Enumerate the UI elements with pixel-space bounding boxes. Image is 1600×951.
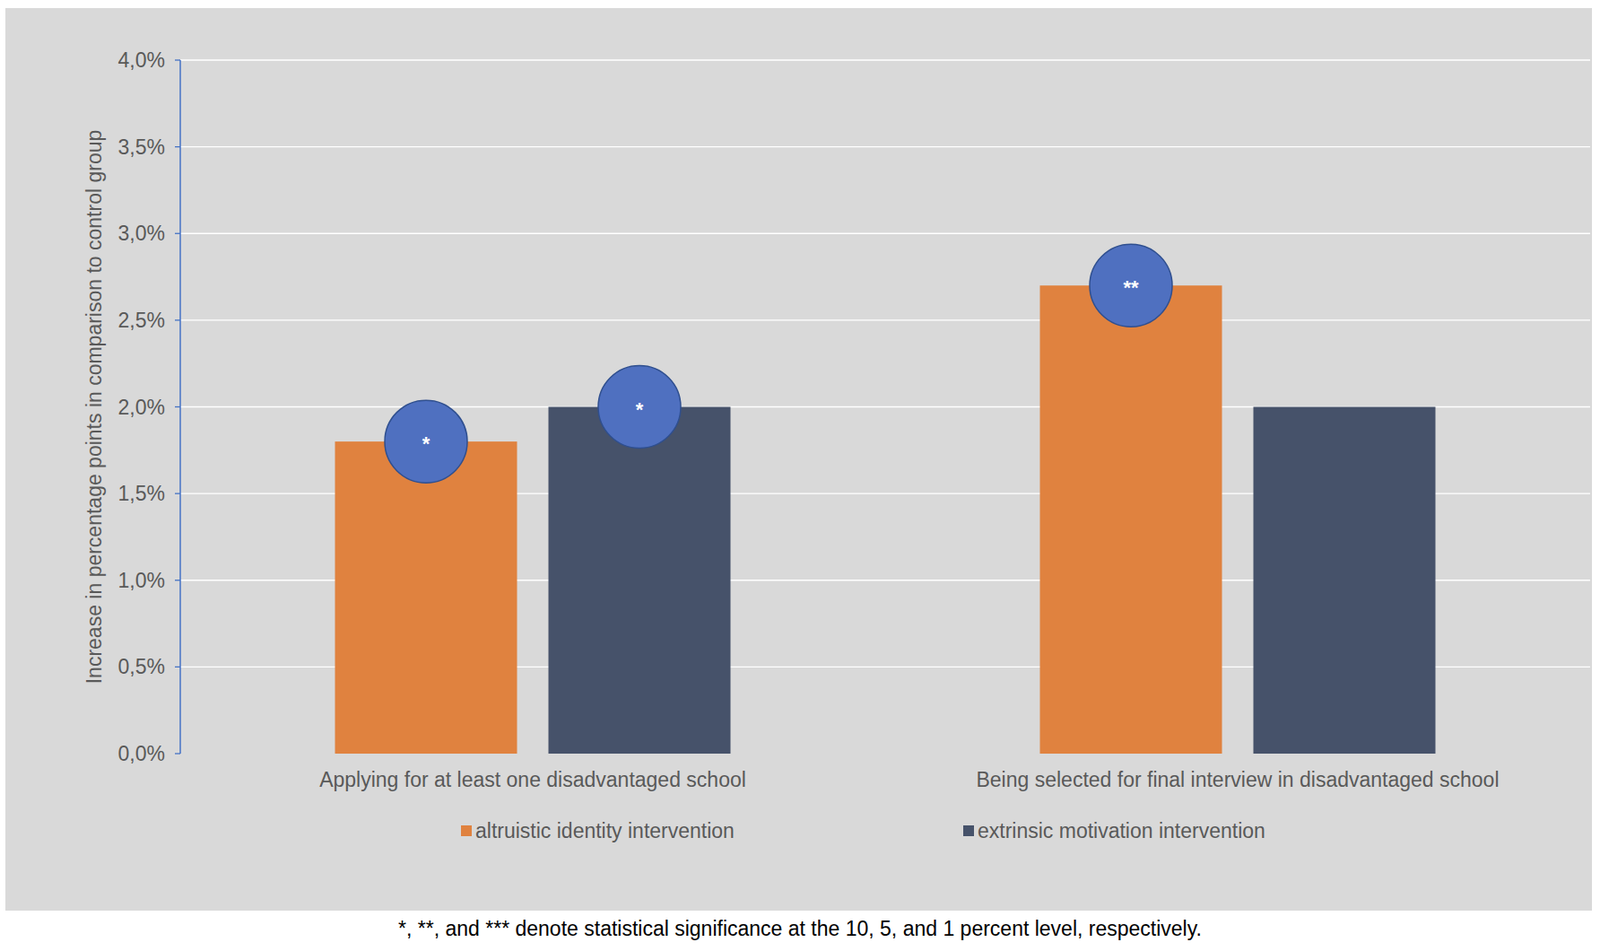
axis-title: Increase in percentage points in compari… bbox=[82, 130, 106, 685]
significance-marker bbox=[598, 365, 681, 449]
tick-mark bbox=[174, 146, 181, 148]
tick-mark bbox=[174, 406, 181, 408]
legend-swatch bbox=[963, 825, 974, 836]
tick-label: 3,0% bbox=[118, 221, 166, 245]
tick-label: 1,0% bbox=[118, 568, 166, 592]
tick-label: 4,0% bbox=[118, 48, 166, 72]
category-label: Being selected for final interview in di… bbox=[975, 767, 1499, 792]
footnote: *, **, and *** denote statistical signif… bbox=[398, 916, 1202, 940]
bar bbox=[548, 407, 731, 755]
category-label: Applying for at least one disadvantaged … bbox=[319, 767, 747, 792]
grid-line bbox=[180, 146, 1591, 148]
tick-mark bbox=[174, 319, 181, 321]
grid-line bbox=[180, 233, 1591, 235]
bar bbox=[1040, 285, 1223, 754]
tick-mark bbox=[174, 233, 181, 235]
tick-mark bbox=[174, 752, 181, 754]
grid-line bbox=[180, 59, 1591, 61]
tick-mark bbox=[174, 492, 181, 494]
chart: 0,0% 0,5% 1,0% 1,5% 2,0% 2,5% 3,0% 3,5% 4,0% Incr… bbox=[0, 0, 1600, 951]
tick-mark bbox=[174, 59, 181, 61]
tick-label: 2,0% bbox=[118, 395, 166, 419]
significance-label: * bbox=[422, 432, 431, 455]
bar bbox=[1253, 407, 1436, 755]
tick-mark bbox=[174, 579, 181, 581]
tick-label: 0,0% bbox=[118, 741, 166, 766]
bars bbox=[335, 285, 1436, 754]
tick-label: 3,5% bbox=[118, 135, 166, 159]
legend-swatch bbox=[460, 825, 472, 836]
chart-background bbox=[5, 8, 1592, 911]
significance-marker bbox=[1089, 243, 1173, 327]
legend-label: altruistic identity intervention bbox=[475, 818, 735, 843]
significance-label: * bbox=[635, 398, 644, 421]
legend-label: extrinsic motivation intervention bbox=[977, 818, 1266, 843]
significance-marker bbox=[384, 400, 468, 483]
bar bbox=[335, 441, 518, 754]
tick-mark bbox=[174, 666, 181, 668]
grid-line bbox=[180, 319, 1591, 321]
tick-label: 1,5% bbox=[118, 481, 166, 505]
y-axis bbox=[179, 60, 182, 754]
tick-label: 2,5% bbox=[118, 308, 166, 332]
significance-label: ** bbox=[1122, 276, 1140, 299]
tick-label: 0,5% bbox=[118, 654, 166, 679]
